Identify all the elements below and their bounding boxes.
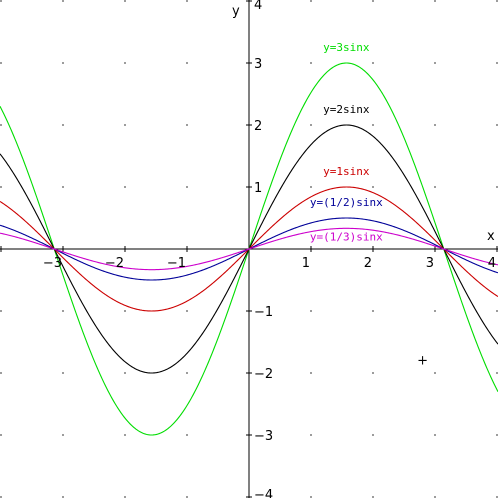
x-tick-label: 2 bbox=[364, 256, 372, 271]
grid-dot bbox=[0, 310, 2, 312]
curves bbox=[0, 62, 498, 436]
grid-dot bbox=[186, 62, 188, 64]
grid-dot bbox=[372, 496, 374, 498]
grid-dot bbox=[372, 372, 374, 374]
grid-dot bbox=[372, 434, 374, 436]
y-tick-label: −3 bbox=[254, 429, 273, 444]
series-label: y=(1/2)sinx bbox=[310, 196, 383, 209]
series-label: y=1sinx bbox=[323, 165, 370, 178]
x-tick-label: −1 bbox=[167, 256, 186, 271]
x-axis-label: x bbox=[487, 229, 495, 244]
grid-dot bbox=[496, 62, 498, 64]
grid-dot bbox=[186, 186, 188, 188]
grid-dot bbox=[62, 186, 64, 188]
grid-dot bbox=[0, 434, 2, 436]
grid-dot bbox=[186, 124, 188, 126]
grid-dot bbox=[496, 124, 498, 126]
x-tick-label: −2 bbox=[105, 256, 124, 271]
grid-dot bbox=[124, 372, 126, 374]
grid-dot bbox=[124, 434, 126, 436]
grid-dot bbox=[62, 496, 64, 498]
grid-dot bbox=[310, 124, 312, 126]
grid-dot bbox=[434, 310, 436, 312]
grid-dot bbox=[310, 310, 312, 312]
grid-dot bbox=[496, 310, 498, 312]
y-tick-label: 2 bbox=[254, 119, 262, 134]
x-tick-label: 3 bbox=[426, 256, 434, 271]
y-tick-label: 4 bbox=[254, 0, 262, 13]
grid-dot bbox=[0, 496, 2, 498]
x-tick-label: 4 bbox=[488, 256, 496, 271]
grid-dot bbox=[186, 372, 188, 374]
grid-dot bbox=[0, 372, 2, 374]
grid-dot bbox=[372, 310, 374, 312]
grid-dot bbox=[124, 310, 126, 312]
grid-dot bbox=[62, 0, 64, 2]
grid-dot bbox=[496, 186, 498, 188]
grid-dot bbox=[124, 62, 126, 64]
grid-dot bbox=[62, 434, 64, 436]
grid-dot bbox=[310, 62, 312, 64]
grid-dot bbox=[372, 186, 374, 188]
y-axis-label: y bbox=[232, 4, 240, 19]
grid-dot bbox=[124, 496, 126, 498]
grid-dot bbox=[310, 434, 312, 436]
grid-dot bbox=[124, 186, 126, 188]
grid-dot bbox=[434, 496, 436, 498]
grid-dot bbox=[310, 186, 312, 188]
grid-dot bbox=[434, 186, 436, 188]
series-label: y=3sinx bbox=[323, 41, 370, 54]
grid-dot bbox=[372, 0, 374, 2]
grid-dot bbox=[434, 372, 436, 374]
grid-dot bbox=[434, 62, 436, 64]
y-tick-label: −2 bbox=[254, 367, 273, 382]
grid-dot bbox=[186, 496, 188, 498]
grid-dot bbox=[434, 0, 436, 2]
grid-dot bbox=[0, 124, 2, 126]
annotation-text: + bbox=[417, 354, 428, 369]
series-label: y=2sinx bbox=[323, 103, 370, 116]
x-tick-label: −3 bbox=[43, 256, 62, 271]
grid-dot bbox=[434, 434, 436, 436]
grid-dot bbox=[124, 124, 126, 126]
grid-dot bbox=[496, 434, 498, 436]
grid-dot bbox=[186, 0, 188, 2]
grid-dot bbox=[186, 434, 188, 436]
grid-dot bbox=[496, 0, 498, 2]
grid-dot bbox=[310, 0, 312, 2]
grid-dot bbox=[0, 0, 2, 2]
grid-dot bbox=[310, 496, 312, 498]
y-tick-label: −1 bbox=[254, 305, 273, 320]
y-tick-label: −4 bbox=[254, 488, 273, 498]
grid-dot bbox=[186, 310, 188, 312]
grid-dot bbox=[62, 372, 64, 374]
grid-dot bbox=[124, 0, 126, 2]
grid-dot bbox=[310, 372, 312, 374]
grid-dot bbox=[372, 124, 374, 126]
grid-dot bbox=[0, 62, 2, 64]
x-tick-label: 1 bbox=[302, 256, 310, 271]
grid-dot bbox=[496, 496, 498, 498]
series-line bbox=[0, 227, 498, 271]
grid-dot bbox=[62, 310, 64, 312]
y-tick-label: 1 bbox=[254, 181, 262, 196]
grid-dot bbox=[62, 124, 64, 126]
grid-dot bbox=[0, 186, 2, 188]
grid-dot bbox=[434, 124, 436, 126]
grid-dot bbox=[62, 62, 64, 64]
y-tick-label: 3 bbox=[254, 57, 262, 72]
grid-dot bbox=[372, 62, 374, 64]
grid-dot bbox=[496, 372, 498, 374]
series-label: y=(1/3)sinx bbox=[310, 230, 383, 243]
